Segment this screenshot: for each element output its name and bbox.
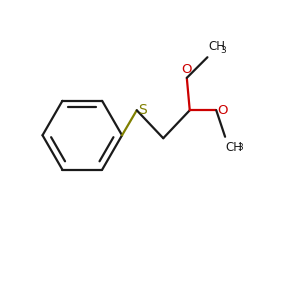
Text: CH: CH [208, 40, 226, 53]
Text: O: O [218, 104, 228, 117]
Text: 3: 3 [238, 142, 243, 152]
Text: S: S [138, 103, 147, 117]
Text: CH: CH [226, 141, 243, 154]
Text: 3: 3 [220, 46, 226, 56]
Text: O: O [182, 63, 192, 76]
